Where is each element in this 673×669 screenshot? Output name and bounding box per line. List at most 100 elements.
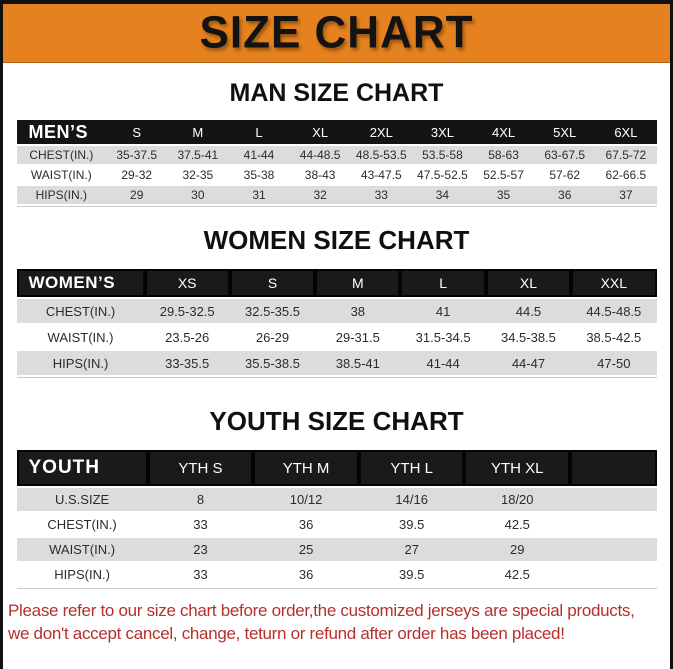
row-label: CHEST(IN.) [16, 299, 145, 325]
page-title: SIZE CHART [199, 7, 474, 58]
size-column-header: XL [485, 269, 572, 299]
table-corner-label: WOMEN’S [16, 269, 145, 299]
banner: SIZE CHART [3, 4, 670, 63]
footer-line-1: Please refer to our size chart before or… [8, 601, 635, 620]
size-cell: 37.5-41 [167, 146, 229, 166]
size-column-header: 2XL [350, 120, 412, 146]
table-row: HIPS(IN.) 33-35.5 35.5-38.5 38.5-41 41-44 44-… [16, 351, 657, 377]
size-cell: 8 [147, 488, 254, 513]
row-label: HIPS(IN.) [16, 351, 145, 377]
size-cell: 29 [106, 186, 168, 206]
table-row: WAIST(IN.) 23 25 27 29 [16, 538, 657, 563]
size-cell: 41-44 [400, 351, 486, 377]
size-column-header: XS [144, 269, 230, 299]
women-size-table: WOMEN’S XS S M L XL XXL CHEST(IN.) 29.5-32.5 32.5… [16, 269, 657, 378]
footer-note: Please refer to our size chart before or… [3, 599, 670, 645]
size-cell: 29 [464, 538, 571, 563]
table-corner-label: YOUTH [16, 450, 148, 488]
size-cell: 43-47.5 [350, 166, 412, 186]
size-cell: 34.5-38.5 [485, 325, 572, 351]
row-spacer [570, 488, 657, 513]
size-cell: 58-63 [472, 146, 535, 166]
size-cell: 33-35.5 [144, 351, 230, 377]
size-cell: 42.5 [464, 513, 571, 538]
row-label: CHEST(IN.) [16, 146, 107, 166]
size-cell: 34 [411, 186, 473, 206]
size-cell: 23 [147, 538, 254, 563]
size-cell: 44-47 [485, 351, 572, 377]
size-cell: 33 [350, 186, 412, 206]
size-cell: 36 [253, 513, 359, 538]
table-row: CHEST(IN.) 33 36 39.5 42.5 [16, 513, 657, 538]
size-cell: 32-35 [167, 166, 229, 186]
size-column-header: S [106, 120, 168, 146]
size-cell: 47-50 [571, 351, 657, 377]
size-header-row: YOUTH YTH S YTH M YTH L YTH XL [16, 450, 657, 488]
size-cell: 31.5-34.5 [400, 325, 486, 351]
men-size-table: MEN’S S M L XL 2XL 3XL 4XL 5XL 6XL CHEST(IN.) 35-37… [16, 120, 657, 207]
size-cell: 29-32 [106, 166, 168, 186]
section-men: MAN SIZE CHART MEN’S S M L XL 2XL 3XL 4XL 5XL 6XL… [3, 78, 670, 207]
section-youth: YOUTH SIZE CHART YOUTH YTH S YTH M YTH L YTH… [3, 404, 670, 589]
size-cell: 67.5-72 [595, 146, 657, 166]
size-column-header: XL [289, 120, 351, 146]
table-row: U.S.SIZE 8 10/12 14/16 18/20 [16, 488, 657, 513]
size-column-header: L [400, 269, 486, 299]
row-label: WAIST(IN.) [16, 166, 107, 186]
size-cell: 33 [147, 513, 254, 538]
row-label: HIPS(IN.) [16, 563, 148, 588]
size-column-header: XXL [571, 269, 657, 299]
size-cell: 18/20 [464, 488, 571, 513]
size-column-header: YTH M [253, 450, 359, 488]
footer-line-2: we don't accept cancel, change, teturn o… [8, 624, 565, 643]
table-row: HIPS(IN.) 29 30 31 32 33 34 35 36 37 [16, 186, 657, 206]
men-section-heading: MAN SIZE CHART [229, 79, 444, 107]
size-column-header: YTH S [147, 450, 254, 488]
size-cell: 25 [253, 538, 359, 563]
size-cell: 38.5-41 [315, 351, 401, 377]
size-cell: 35 [472, 186, 535, 206]
size-column-header: M [315, 269, 401, 299]
section-women: WOMEN SIZE CHART WOMEN’S XS S M L XL XXL CHEST(… [3, 223, 670, 378]
size-header-row: MEN’S S M L XL 2XL 3XL 4XL 5XL 6XL [16, 120, 657, 146]
size-cell: 62-66.5 [595, 166, 657, 186]
size-cell: 48.5-53.5 [350, 146, 412, 166]
women-section-heading: WOMEN SIZE CHART [203, 225, 470, 255]
size-cell: 38.5-42.5 [571, 325, 657, 351]
size-column-header: YTH XL [464, 450, 571, 488]
size-column-header: 3XL [411, 120, 473, 146]
row-label: WAIST(IN.) [16, 325, 145, 351]
size-cell: 39.5 [358, 563, 465, 588]
size-cell: 52.5-57 [472, 166, 535, 186]
table-corner-label: MEN’S [16, 120, 107, 146]
size-cell: 41-44 [228, 146, 290, 166]
row-spacer [570, 538, 657, 563]
size-cell: 32 [289, 186, 351, 206]
row-spacer [570, 563, 657, 588]
size-cell: 36 [534, 186, 596, 206]
youth-size-table: YOUTH YTH S YTH M YTH L YTH XL U.S.SIZE 8 10/12… [16, 450, 657, 589]
row-spacer [570, 513, 657, 538]
size-cell: 38-43 [289, 166, 351, 186]
size-cell: 27 [358, 538, 465, 563]
size-column-header: S [229, 269, 316, 299]
size-cell: 38 [315, 299, 401, 325]
size-cell: 47.5-52.5 [411, 166, 473, 186]
size-header-row: WOMEN’S XS S M L XL XXL [16, 269, 657, 299]
size-cell: 23.5-26 [144, 325, 230, 351]
size-cell: 30 [167, 186, 229, 206]
table-row: HIPS(IN.) 33 36 39.5 42.5 [16, 563, 657, 588]
row-label: CHEST(IN.) [16, 513, 148, 538]
size-cell: 29-31.5 [315, 325, 401, 351]
size-cell: 37 [595, 186, 657, 206]
size-cell: 14/16 [358, 488, 465, 513]
size-cell: 44-48.5 [289, 146, 351, 166]
table-row: WAIST(IN.) 23.5-26 26-29 29-31.5 31.5-34.5 34… [16, 325, 657, 351]
size-cell: 31 [228, 186, 290, 206]
size-cell: 32.5-35.5 [229, 299, 316, 325]
size-cell: 36 [253, 563, 359, 588]
size-cell: 41 [400, 299, 486, 325]
size-cell: 44.5 [485, 299, 572, 325]
size-column-header: L [228, 120, 290, 146]
size-column-header: 6XL [595, 120, 657, 146]
